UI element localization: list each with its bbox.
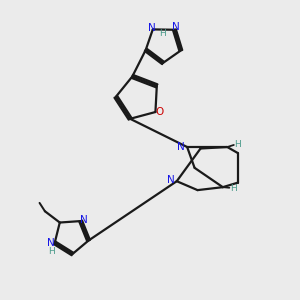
Text: H: H (234, 140, 241, 148)
Text: H: H (159, 29, 166, 38)
Text: N: N (80, 214, 88, 225)
Text: N: N (167, 175, 175, 185)
Text: H: H (48, 247, 55, 256)
Text: N: N (177, 142, 185, 152)
Text: N: N (172, 22, 180, 32)
Text: O: O (155, 107, 164, 117)
Text: N: N (47, 238, 55, 248)
Text: H: H (230, 184, 237, 193)
Text: N: N (148, 23, 156, 34)
